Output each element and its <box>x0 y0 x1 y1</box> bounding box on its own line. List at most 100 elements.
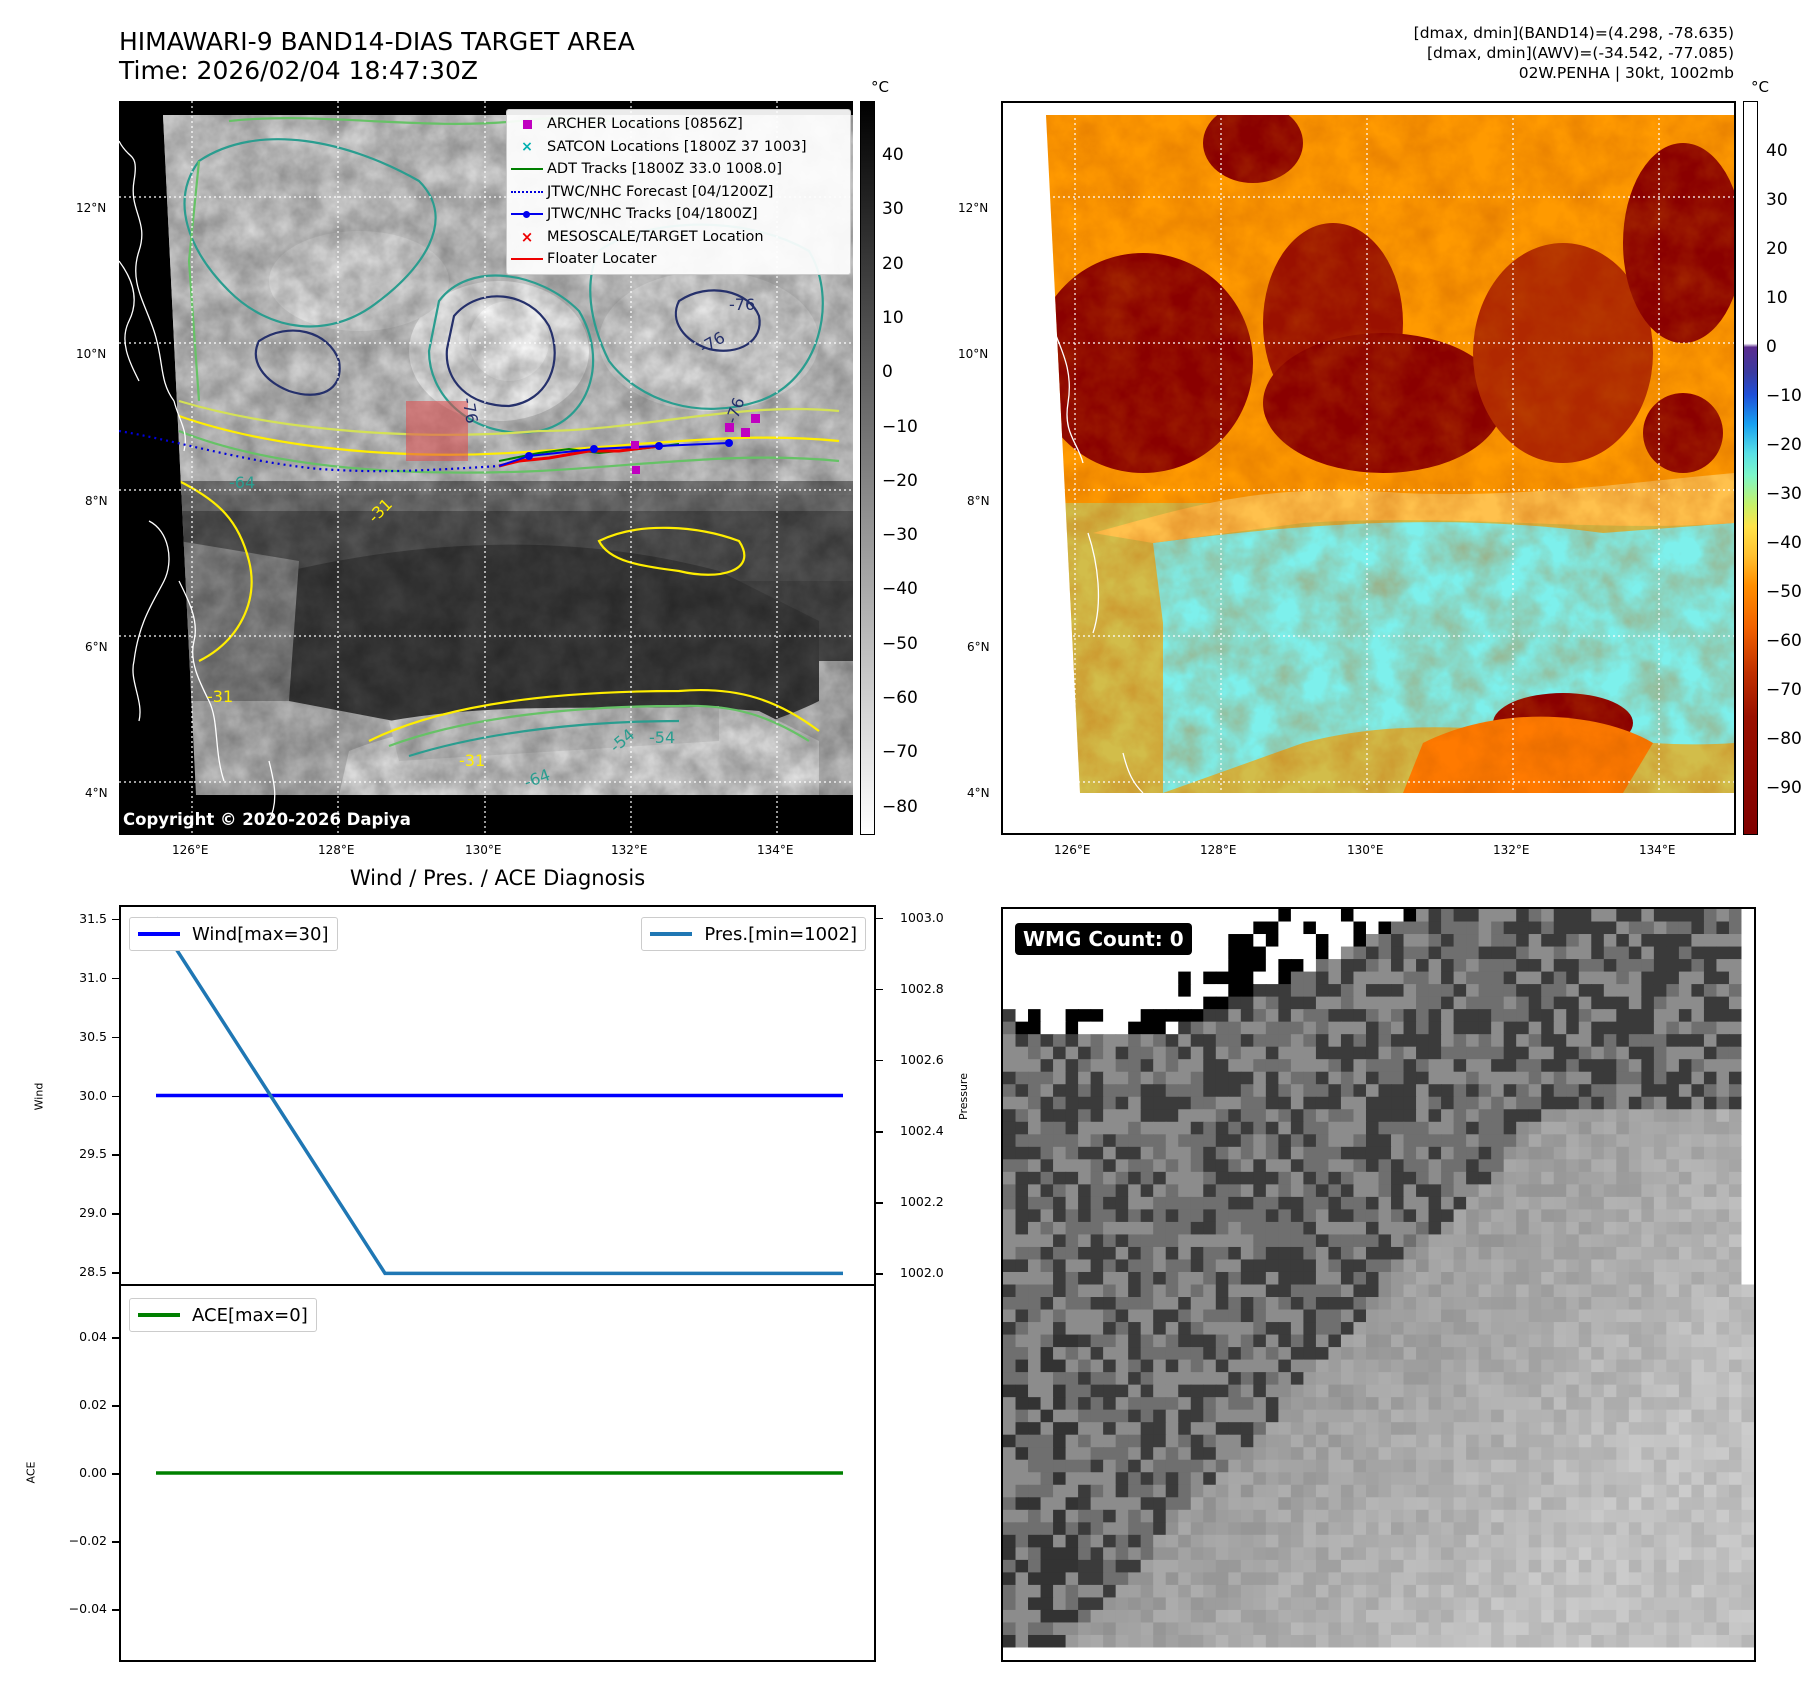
wind-ytick: 31.5 <box>79 910 107 926</box>
wind-axis-label: Wind <box>32 1082 46 1111</box>
pressure-tick-mark <box>876 1202 883 1204</box>
lat-tick: 8°N <box>967 494 990 508</box>
gray-colorbar-unit: °C <box>871 78 889 96</box>
legend-item-archer: ARCHER Locations [0856Z] <box>507 113 850 136</box>
legend-item-adt: ADT Tracks [1800Z 33.0 1008.0] <box>507 158 850 181</box>
wind-pressure-plot: Wind[max=30] Pres.[min=1002] <box>119 905 876 1286</box>
colorbar-tick: −90 <box>1766 778 1802 798</box>
ace-legend-label: ACE[max=0] <box>192 1304 308 1326</box>
lat-tick: 10°N <box>76 347 107 361</box>
pressure-legend-line <box>650 932 693 936</box>
chart-title: HIMAWARI-9 BAND14-DIAS TARGET AREA <box>119 27 635 56</box>
contour-label: -64 <box>229 473 256 492</box>
lat-tick: 6°N <box>967 640 990 654</box>
wind-ytick: 29.0 <box>79 1205 107 1221</box>
colorbar-tick: −40 <box>882 579 918 600</box>
lon-tick: 134°E <box>757 843 794 857</box>
diagnosis-title: Wind / Pres. / ACE Diagnosis <box>349 866 646 890</box>
pressure-series-line <box>154 916 843 1276</box>
wind-ytick: 31.0 <box>79 969 107 985</box>
colorbar-tick: −80 <box>1766 729 1802 749</box>
wmg-image <box>1003 909 1754 1660</box>
pressure-legend: Pres.[min=1002] <box>641 917 866 951</box>
storm-info: 02W.PENHA | 30kt, 1002mb <box>1518 64 1734 82</box>
wind-ytick: 29.5 <box>79 1146 107 1162</box>
ace-ytick: 0.00 <box>79 1465 107 1480</box>
pressure-tick-mark <box>876 988 883 991</box>
wind-pressure-svg <box>154 916 843 1276</box>
wind-tick-mark <box>112 1095 119 1097</box>
wind-legend: Wind[max=30] <box>129 917 338 951</box>
ace-tick-mark <box>112 1405 119 1407</box>
awv-colorbar <box>1743 101 1758 835</box>
wind-ytick: 30.0 <box>79 1087 107 1103</box>
pressure-ytick: 1002.2 <box>900 1194 944 1210</box>
ace-tick-mark <box>112 1473 119 1475</box>
colorbar-tick: 40 <box>882 145 904 165</box>
awv-range: [dmax, dmin](AWV)=(-34.542, -77.085) <box>1427 44 1734 62</box>
wind-tick-mark <box>112 977 119 980</box>
legend-item-satcon: × SATCON Locations [1800Z 37 1003] <box>521 138 807 155</box>
awv-map-panel <box>1001 101 1736 835</box>
ace-legend-line <box>138 1313 180 1317</box>
lat-tick: 12°N <box>958 201 989 215</box>
wind-tick-mark <box>112 918 119 921</box>
wind-tick-mark <box>112 1272 119 1274</box>
ace-ytick: −0.02 <box>68 1533 107 1548</box>
ace-legend: ACE[max=0] <box>129 1298 317 1332</box>
colorbar-tick: 20 <box>1766 239 1788 259</box>
wind-ytick: 28.5 <box>79 1264 107 1280</box>
colorbar-tick: 20 <box>882 253 904 274</box>
contour-label: -76 <box>729 295 756 314</box>
legend-item-forecast: JTWC/NHC Forecast [04/1200Z] <box>507 181 850 204</box>
pressure-legend-label: Pres.[min=1002] <box>704 923 857 945</box>
ace-plot: ACE[max=0] <box>119 1284 876 1662</box>
colorbar-tick: 0 <box>1766 337 1777 357</box>
lon-tick: 130°E <box>465 843 502 857</box>
lon-tick: 126°E <box>172 843 209 857</box>
lon-tick: 130°E <box>1347 843 1384 857</box>
lon-tick: 134°E <box>1639 843 1676 857</box>
colorbar-tick: −30 <box>1766 484 1802 504</box>
wind-legend-line <box>138 932 180 936</box>
lon-tick: 128°E <box>1200 843 1237 857</box>
ace-ytick: 0.02 <box>79 1397 107 1412</box>
legend-item-tracks: JTWC/NHC Tracks [04/1800Z] <box>507 203 850 226</box>
map-legend: ARCHER Locations [0856Z] × SATCON Locatio… <box>506 109 851 275</box>
colorbar-tick: −50 <box>1766 582 1802 602</box>
wind-tick-mark <box>112 1213 119 1215</box>
ace-svg <box>156 1471 843 1475</box>
ir-map-panel: -76 -76 -76 -76 -64 -31 -31 -31 -54 -54 … <box>119 101 853 835</box>
contour-label: -54 <box>649 728 676 747</box>
colorbar-tick: −20 <box>1766 435 1802 455</box>
colorbar-tick: 10 <box>882 307 904 328</box>
ace-ytick: 0.04 <box>79 1329 107 1344</box>
contour-label: -31 <box>207 687 234 706</box>
lon-tick: 128°E <box>318 843 355 857</box>
legend-item-target: × MESOSCALE/TARGET Location <box>520 227 764 246</box>
wmg-panel: WMG Count: 0 <box>1001 907 1756 1662</box>
ace-ytick: −0.04 <box>68 1601 107 1616</box>
wmg-count-badge: WMG Count: 0 <box>1015 923 1192 955</box>
colorbar-tick: −80 <box>882 796 918 817</box>
colorbar-tick: 40 <box>1766 141 1788 161</box>
wind-legend-label: Wind[max=30] <box>192 923 329 945</box>
lon-tick: 126°E <box>1054 843 1091 857</box>
colorbar-tick: −70 <box>882 742 918 763</box>
colorbar-tick: −40 <box>1766 533 1802 553</box>
pressure-tick-mark <box>876 1273 883 1275</box>
legend-item-floater: Floater Locater <box>507 248 850 271</box>
wind-ytick: 30.5 <box>79 1028 107 1044</box>
colorbar-tick: −60 <box>1766 631 1802 651</box>
ace-tick-mark <box>112 1609 119 1611</box>
colorbar-tick: −20 <box>882 470 918 491</box>
colorbar-tick: 10 <box>1766 288 1788 308</box>
pressure-ytick: 1002.4 <box>900 1123 944 1139</box>
colorbar-tick: −30 <box>882 525 918 546</box>
ace-tick-mark <box>112 1541 119 1543</box>
colorbar-tick: −10 <box>882 416 918 437</box>
wind-tick-mark <box>112 1036 119 1039</box>
pressure-tick-mark <box>876 1059 883 1062</box>
colorbar-tick: −10 <box>1766 386 1802 406</box>
awv-map-image <box>1003 103 1734 833</box>
